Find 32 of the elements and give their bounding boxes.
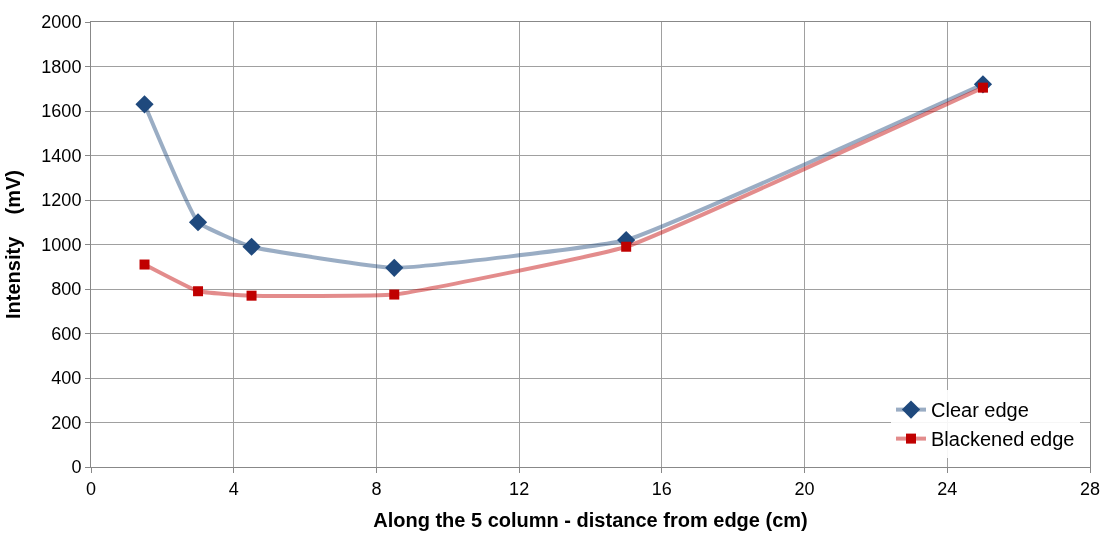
- y-tick-label: 600: [51, 323, 82, 344]
- y-tick-label: 800: [51, 279, 82, 300]
- y-tick-label: 1400: [41, 145, 82, 166]
- legend-label: Blackened edge: [931, 428, 1075, 451]
- point: [385, 258, 404, 277]
- x-tick-label: 0: [85, 478, 97, 499]
- x-tick-label: 4: [228, 478, 239, 499]
- point: [139, 259, 150, 270]
- y-axis-title: Intensity (mV): [1, 170, 24, 319]
- x-tick-label: 24: [937, 478, 958, 499]
- y-tick-label: 200: [51, 412, 82, 433]
- x-tick-label: 12: [509, 478, 530, 499]
- point: [246, 290, 257, 301]
- y-tick-label: 400: [51, 368, 82, 389]
- x-tick-label: 28: [1079, 478, 1101, 499]
- x-tick-label: 8: [371, 478, 382, 499]
- legend-label: Clear edge: [931, 399, 1029, 422]
- y-tick-label: 0: [71, 457, 82, 478]
- point: [389, 289, 400, 300]
- x-tick-label: 20: [794, 478, 815, 499]
- y-tick-label: 1600: [41, 101, 82, 122]
- x-axis-title: Along the 5 column - distance from edge (cm): [373, 509, 808, 532]
- y-tick-label: 2000: [41, 12, 82, 33]
- x-tick-label: 16: [651, 478, 672, 499]
- y-tick-label: 1800: [41, 56, 82, 77]
- point: [135, 95, 154, 114]
- y-tick-label: 1200: [41, 190, 82, 211]
- point: [621, 241, 632, 252]
- y-tick-label: 1000: [41, 234, 82, 255]
- point: [188, 213, 208, 232]
- point: [242, 237, 261, 256]
- point: [193, 286, 204, 297]
